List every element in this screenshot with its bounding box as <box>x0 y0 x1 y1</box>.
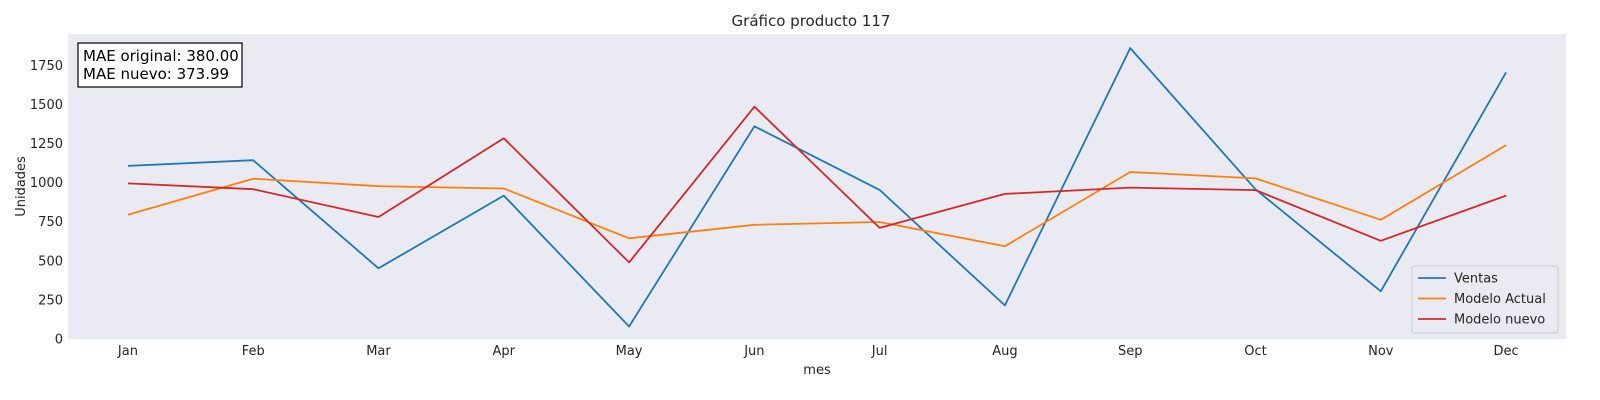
x-tick-label: Sep <box>1118 344 1143 359</box>
y-axis-ticks: 0 250 500 750 1000 1250 1500 1750 <box>30 59 63 348</box>
x-axis-label: mes <box>803 363 831 378</box>
y-axis-label: Unidades <box>14 156 29 217</box>
plot-area <box>68 34 1566 339</box>
mae-original-text: MAE original: 380.00 <box>83 47 239 65</box>
x-tick-label: Jan <box>117 344 138 359</box>
mae-annotation-box: MAE original: 380.00 MAE nuevo: 373.99 <box>77 42 243 88</box>
x-tick-label: Nov <box>1368 344 1394 359</box>
x-tick-label: Aug <box>992 344 1017 359</box>
series-lines <box>127 47 1507 328</box>
x-tick-label: May <box>616 344 643 359</box>
chart-title: Gráfico producto 117 <box>732 12 891 30</box>
series-line-1 <box>127 47 1507 328</box>
x-tick-label: Apr <box>493 344 516 359</box>
series-line-3 <box>127 105 1507 264</box>
y-tick-label: 500 <box>38 254 63 269</box>
x-tick-label: Jun <box>743 344 764 359</box>
legend-label: Modelo Actual <box>1454 292 1546 307</box>
y-tick-label: 1250 <box>30 137 63 152</box>
x-tick-label: Jul <box>871 344 888 359</box>
x-tick-label: Dec <box>1494 344 1519 359</box>
x-axis-ticks: Jan Feb Mar Apr May Jun Jul Aug Sep Oct Nov Dec <box>117 344 1519 359</box>
legend-label: Modelo nuevo <box>1454 313 1545 328</box>
mae-nuevo-text: MAE nuevo: 373.99 <box>83 65 229 83</box>
legend-box <box>1411 265 1559 334</box>
x-tick-label: Mar <box>366 344 391 359</box>
series-line-2 <box>127 144 1507 248</box>
legend-label: Ventas <box>1454 272 1498 287</box>
y-tick-label: 0 <box>55 333 63 348</box>
legend: Ventas Modelo Actual Modelo nuevo <box>1411 265 1559 334</box>
x-tick-label: Oct <box>1244 344 1266 359</box>
x-tick-label: Feb <box>242 344 265 359</box>
y-tick-label: 1750 <box>30 59 63 74</box>
y-tick-label: 1500 <box>30 98 63 113</box>
y-tick-label: 750 <box>38 215 63 230</box>
annotation-box-border <box>77 42 243 88</box>
y-tick-label: 1000 <box>30 176 63 191</box>
y-tick-label: 250 <box>38 293 63 308</box>
